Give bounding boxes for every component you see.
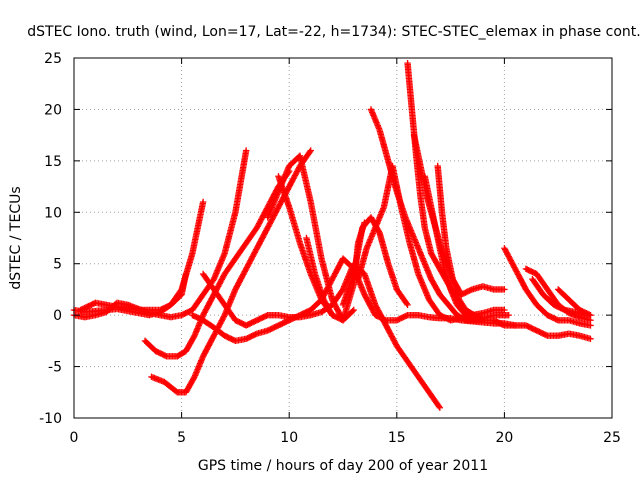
y-tick-label: 10 <box>44 205 62 221</box>
data-point <box>306 148 314 156</box>
y-tick-label: 20 <box>44 102 62 118</box>
x-tick-labels: 0 5 10 15 20 25 <box>70 430 621 446</box>
data-point <box>587 311 594 319</box>
data-point <box>501 286 508 293</box>
series-10 <box>339 214 411 309</box>
y-tick-label: 25 <box>44 51 62 67</box>
x-tick-label: 15 <box>388 430 406 446</box>
data-point <box>511 322 519 329</box>
series-17 <box>501 245 594 329</box>
y-tick-labels: -10 -5 0 5 10 15 20 25 <box>39 51 62 427</box>
data-point <box>350 306 357 314</box>
grid <box>74 58 612 418</box>
data-point <box>435 403 443 410</box>
plot-frame <box>73 57 613 419</box>
y-tick-label: 0 <box>53 308 62 324</box>
y-tick-label: 15 <box>44 154 62 170</box>
data-point <box>403 300 410 307</box>
data-point <box>479 315 487 322</box>
data-point <box>307 147 314 154</box>
x-axis-label: GPS time / hours of day 200 of year 2011 <box>198 458 488 474</box>
x-tick-label: 25 <box>603 430 621 446</box>
y-axis-label: dSTEC / TECUs <box>8 186 24 289</box>
data-point <box>436 404 444 411</box>
series-16 <box>434 162 487 322</box>
data-point <box>505 311 512 319</box>
y-tick-label: -5 <box>48 360 62 376</box>
data-points <box>70 59 594 411</box>
series-2 <box>77 270 190 314</box>
y-tick-label: -10 <box>39 411 62 427</box>
data-point <box>199 198 207 206</box>
data-point <box>182 270 190 278</box>
x-tick-label: 10 <box>280 430 298 446</box>
data-point <box>242 147 250 154</box>
series-0 <box>70 198 207 319</box>
x-tick-label: 5 <box>177 430 186 446</box>
series-20 <box>555 286 594 319</box>
ticks <box>73 57 613 419</box>
x-tick-label: 0 <box>70 430 79 446</box>
data-point <box>587 335 594 342</box>
series-4 <box>148 147 314 396</box>
data-point <box>404 301 411 309</box>
y-tick-label: 5 <box>53 257 62 273</box>
x-tick-label: 20 <box>495 430 513 446</box>
data-point <box>349 307 356 315</box>
data-point <box>220 313 228 320</box>
series-1 <box>70 147 250 321</box>
chart-title: dSTEC Iono. truth (wind, Lon=17, Lat=-22… <box>27 24 640 40</box>
